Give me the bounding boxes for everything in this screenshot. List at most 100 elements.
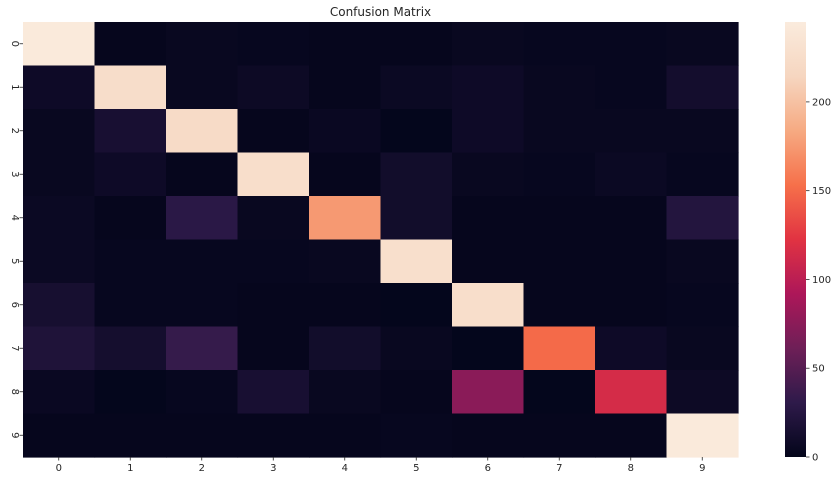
heatmap-cell	[237, 65, 310, 110]
heatmap-cell	[23, 283, 96, 328]
heatmap-cell	[23, 109, 96, 154]
heatmap-cell	[452, 65, 525, 110]
colorbar-gradient	[785, 22, 806, 457]
heatmap-cell	[666, 370, 739, 415]
heatmap-cell	[166, 152, 239, 197]
x-tick-label: 4	[342, 463, 348, 474]
heatmap-cell	[523, 326, 596, 371]
heatmap-cell	[237, 283, 310, 328]
heatmap-cell	[595, 196, 668, 241]
y-tick-label: 1	[9, 84, 20, 90]
heatmap-cell	[237, 152, 310, 197]
heatmap-cell	[166, 239, 239, 284]
heatmap-cell	[666, 196, 739, 241]
heatmap-cell	[237, 370, 310, 415]
heatmap-cell	[595, 22, 668, 67]
heatmap-cell	[94, 22, 167, 67]
heatmap-cell	[452, 196, 525, 241]
heatmap-cell	[523, 152, 596, 197]
heatmap-cell	[595, 152, 668, 197]
y-tick-label: 3	[9, 171, 20, 177]
heatmap-cell	[595, 283, 668, 328]
heatmap-cell	[237, 22, 310, 67]
heatmap-cell	[23, 152, 96, 197]
heatmap-cell	[380, 22, 453, 67]
heatmap-cell	[309, 152, 382, 197]
heatmap-cell	[452, 22, 525, 67]
heatmap-cell	[94, 65, 167, 110]
heatmap-cell	[595, 109, 668, 154]
heatmap-cell	[380, 326, 453, 371]
heatmap-cell	[380, 65, 453, 110]
y-tick-label: 4	[9, 215, 20, 221]
colorbar-tick-label: 150	[812, 186, 831, 197]
heatmap-cell	[523, 65, 596, 110]
colorbar-tick-label: 100	[812, 275, 831, 286]
heatmap-cell	[523, 109, 596, 154]
heatmap-cell	[166, 370, 239, 415]
heatmap-cell	[452, 109, 525, 154]
y-tick-label: 6	[9, 302, 20, 308]
heatmap-cell	[23, 196, 96, 241]
colorbar-tick-label: 0	[812, 453, 818, 464]
chart-title: Confusion Matrix	[330, 5, 431, 19]
heatmap-cell	[666, 239, 739, 284]
x-tick-label: 2	[199, 463, 205, 474]
heatmap-cell	[166, 22, 239, 67]
heatmap-cell	[237, 109, 310, 154]
heatmap-cell	[666, 326, 739, 371]
colorbar-tick-label: 200	[812, 97, 831, 108]
heatmap-cell	[309, 326, 382, 371]
heatmap-cell	[595, 239, 668, 284]
heatmap-cell	[452, 370, 525, 415]
heatmap-cell	[309, 283, 382, 328]
x-tick-label: 5	[413, 463, 419, 474]
heatmap-cell	[380, 370, 453, 415]
y-tick-label: 7	[9, 345, 20, 351]
heatmap-cell	[452, 413, 525, 458]
heatmap-cell	[523, 239, 596, 284]
heatmap-cell	[380, 283, 453, 328]
heatmap-cell	[166, 65, 239, 110]
heatmap-cell	[523, 370, 596, 415]
y-tick-label: 9	[9, 432, 20, 438]
heatmap-cell	[452, 152, 525, 197]
heatmap-cell	[94, 370, 167, 415]
heatmap-cell	[94, 239, 167, 284]
heatmap-cell	[452, 326, 525, 371]
x-tick-label: 8	[628, 463, 634, 474]
heatmap-cell	[309, 370, 382, 415]
heatmap-cell	[666, 152, 739, 197]
heatmap-cell	[666, 109, 739, 154]
y-tick-label: 2	[9, 128, 20, 134]
x-tick-label: 0	[56, 463, 62, 474]
heatmap-cell	[166, 283, 239, 328]
x-tick-label: 7	[556, 463, 562, 474]
heatmap-cell	[523, 283, 596, 328]
heatmap-cell	[23, 239, 96, 284]
heatmap-cell	[380, 152, 453, 197]
heatmap-cell	[309, 109, 382, 154]
heatmap-cell	[452, 239, 525, 284]
heatmap-cell	[666, 283, 739, 328]
x-tick-label: 6	[485, 463, 491, 474]
heatmap-cell	[666, 65, 739, 110]
heatmap-cell	[166, 413, 239, 458]
heatmap-cell	[595, 413, 668, 458]
y-axis-ticks: 0 1 2 3 4 5 6 7 8 9	[9, 41, 23, 438]
heatmap-cell	[23, 65, 96, 110]
heatmap-cell	[309, 196, 382, 241]
heatmap-cell	[94, 413, 167, 458]
colorbar: 0 50 100 150 200	[785, 22, 831, 464]
heatmap-cell	[380, 196, 453, 241]
heatmap-cell	[94, 283, 167, 328]
heatmap-cell	[94, 326, 167, 371]
heatmap-cell	[237, 239, 310, 284]
heatmap-cell	[380, 413, 453, 458]
heatmap-cell	[166, 196, 239, 241]
x-tick-label: 3	[270, 463, 276, 474]
heatmap-cell	[380, 109, 453, 154]
heatmap-cell	[595, 326, 668, 371]
heatmap-cell	[166, 109, 239, 154]
